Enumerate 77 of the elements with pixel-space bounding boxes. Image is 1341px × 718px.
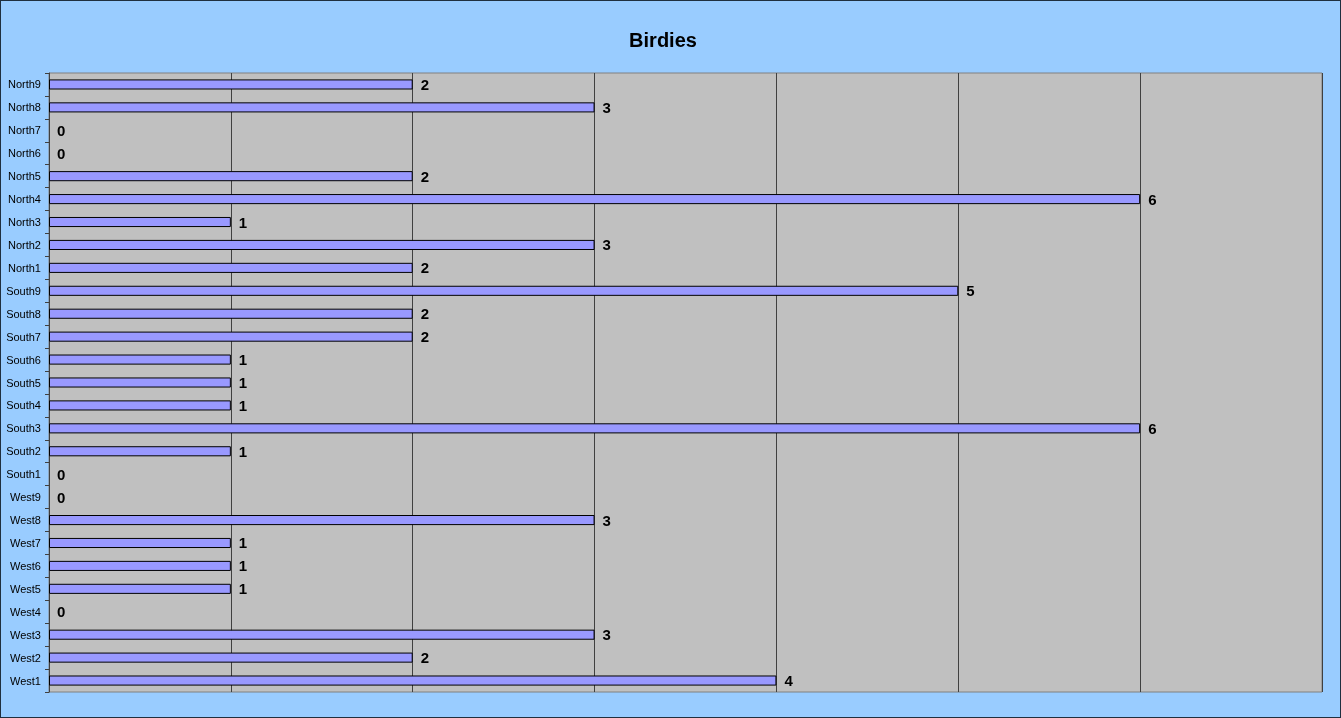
data-label: 2 [420, 328, 430, 346]
data-label: 2 [420, 75, 430, 93]
y-tick-label: South4 [6, 399, 41, 412]
bar [49, 331, 413, 342]
y-tick-label: South6 [6, 353, 41, 366]
chart-title: Birdies [629, 29, 697, 51]
y-tick-label: South2 [6, 445, 41, 458]
data-label: 1 [238, 557, 248, 575]
data-label: 1 [238, 534, 248, 552]
bar [49, 560, 231, 571]
bar [49, 537, 231, 549]
bar [49, 400, 231, 411]
bar [49, 629, 595, 640]
data-label: 1 [238, 213, 248, 231]
bar [49, 675, 777, 686]
data-label: 3 [602, 98, 611, 116]
bar [49, 216, 231, 228]
y-tick-label: West4 [10, 605, 41, 618]
y-tick-label: North9 [7, 78, 41, 91]
data-label: 1 [238, 580, 248, 598]
data-label: 1 [238, 351, 248, 369]
data-label: 0 [57, 488, 66, 506]
bar [49, 285, 959, 296]
bar [49, 308, 413, 319]
y-tick-label: North1 [7, 261, 41, 274]
data-label: 1 [238, 396, 248, 414]
data-label: 3 [602, 511, 611, 529]
y-tick-label: West8 [10, 514, 41, 527]
data-label: 2 [420, 259, 430, 277]
data-label: 2 [420, 649, 430, 667]
data-label: 3 [602, 626, 611, 644]
data-label: 0 [57, 121, 66, 139]
data-label: 6 [1148, 419, 1157, 437]
y-tick-label: West3 [10, 628, 41, 641]
bar [49, 171, 413, 182]
data-label: 0 [57, 144, 66, 162]
y-tick-label: North6 [7, 147, 41, 160]
bar [49, 102, 595, 113]
data-label: 4 [784, 672, 794, 690]
y-tick-label: South3 [6, 422, 41, 435]
bar [49, 446, 231, 457]
data-label: 0 [57, 603, 66, 621]
y-tick-label: North5 [7, 170, 41, 183]
bar [49, 239, 595, 250]
bar [49, 423, 1141, 434]
bar [49, 194, 1141, 205]
y-tick-label: South1 [6, 468, 41, 481]
data-label: 6 [1148, 190, 1157, 208]
y-tick-label: North8 [7, 101, 41, 114]
data-label: 2 [420, 167, 430, 185]
y-tick-label: South7 [6, 330, 41, 343]
y-tick-label: South8 [6, 307, 41, 320]
data-label: 5 [966, 282, 975, 300]
bar [49, 652, 413, 663]
y-tick-label: North3 [7, 216, 41, 229]
data-label: 1 [238, 442, 248, 460]
y-tick-label: West5 [10, 582, 41, 595]
data-label: 2 [420, 305, 430, 323]
y-tick-label: North2 [7, 238, 41, 251]
bar [49, 583, 231, 594]
data-label: 0 [57, 465, 66, 483]
bar [49, 515, 595, 526]
bar [49, 262, 413, 273]
bar [49, 377, 231, 388]
data-label: 1 [238, 374, 248, 391]
y-tick-label: North7 [7, 124, 41, 137]
y-tick-label: West2 [10, 651, 41, 664]
data-label: 3 [602, 236, 611, 254]
y-tick-label: South9 [6, 284, 41, 297]
y-tick-label: North4 [7, 193, 41, 206]
y-tick-label: South5 [6, 376, 41, 389]
bar [49, 354, 231, 365]
bar [49, 79, 413, 90]
y-tick-label: West9 [10, 491, 41, 504]
y-tick-label: West1 [10, 674, 41, 687]
y-tick-label: West6 [10, 559, 41, 572]
y-tick-label: West7 [10, 536, 41, 549]
